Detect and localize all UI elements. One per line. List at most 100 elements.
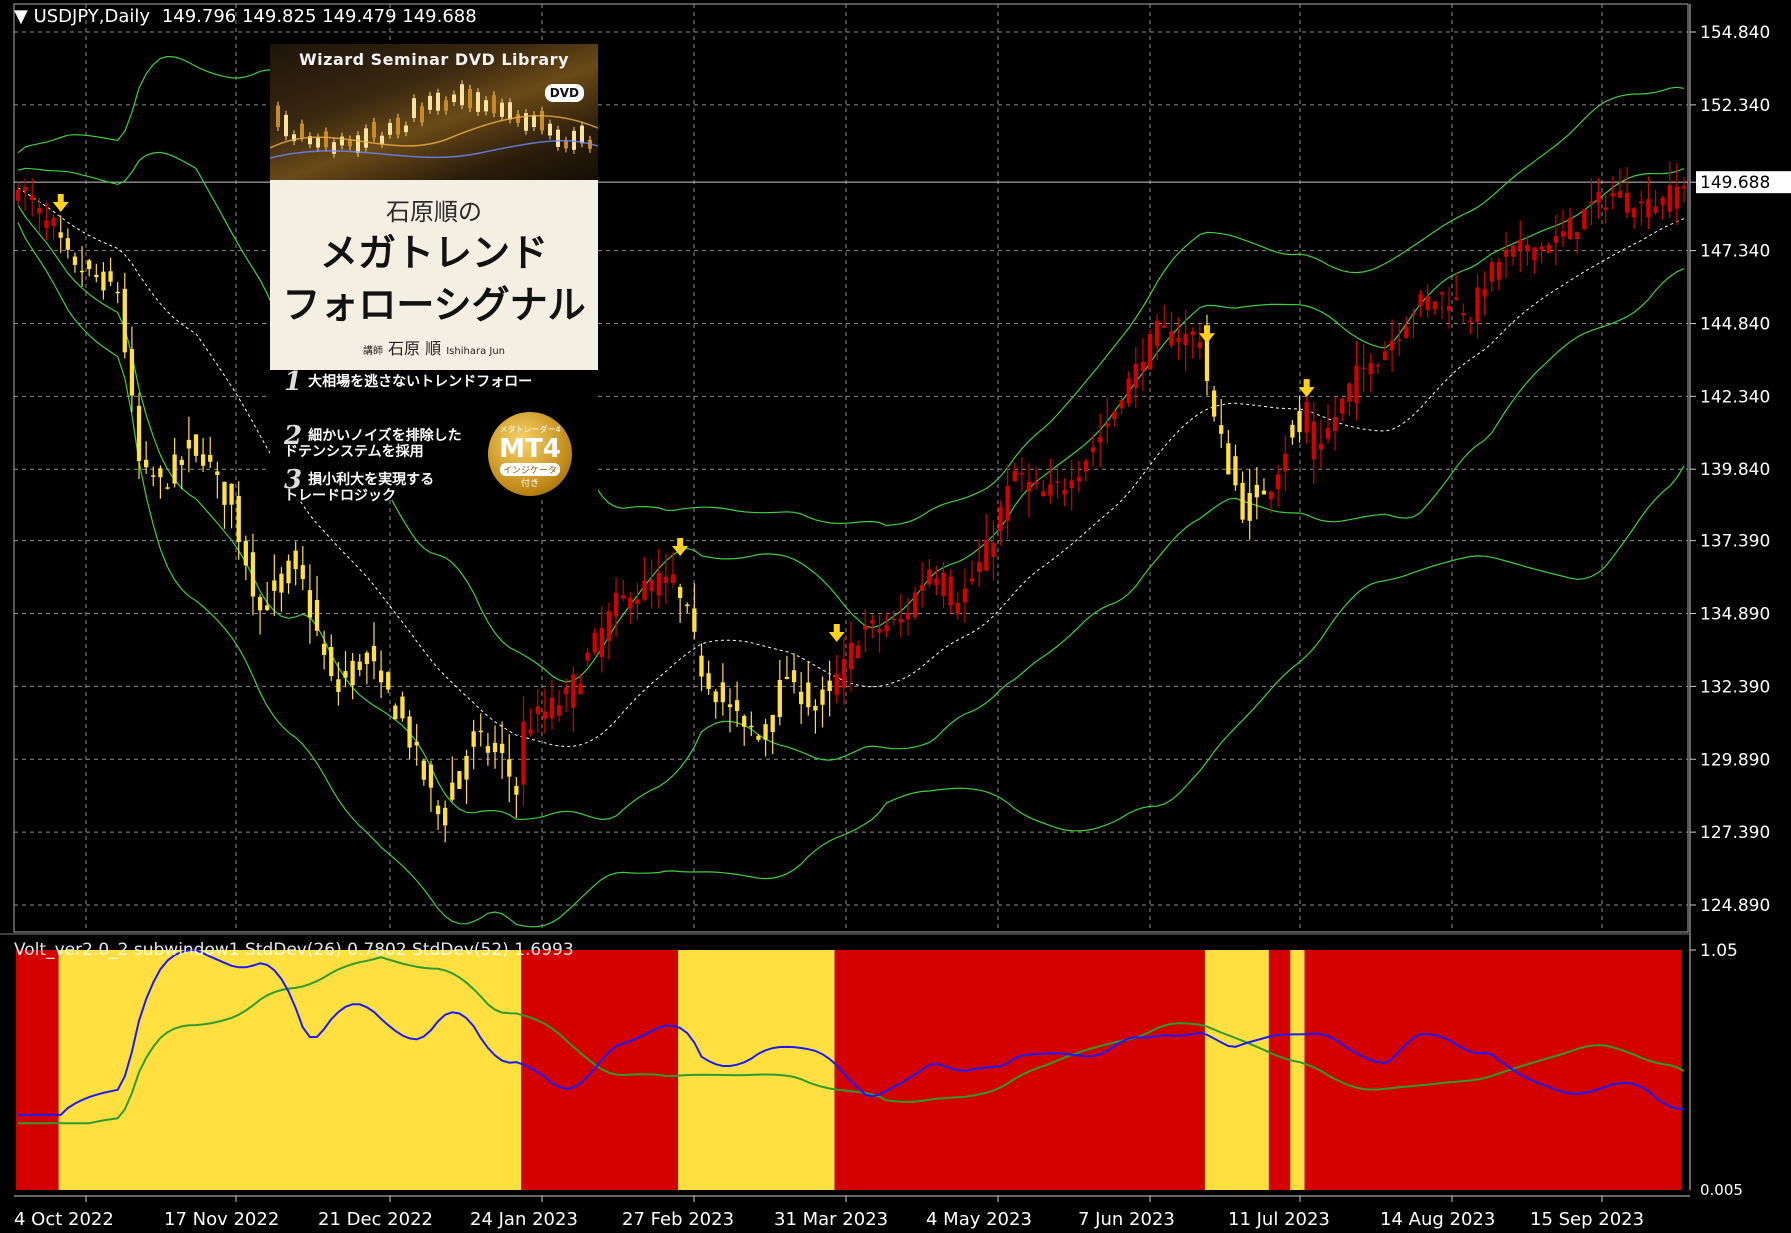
candle-body	[998, 506, 1003, 532]
candle-body	[912, 592, 918, 618]
candle-body	[321, 643, 327, 655]
candle-body	[1653, 206, 1658, 213]
candle-body	[186, 439, 192, 449]
candle-body	[528, 729, 533, 734]
candle-body	[1432, 301, 1437, 310]
candle-body	[144, 459, 149, 468]
candle-body	[1582, 209, 1587, 230]
candle-body	[1439, 292, 1445, 295]
candle-body	[378, 670, 384, 683]
candle-body	[834, 673, 839, 695]
candle-body	[1389, 340, 1395, 351]
candle-body	[1041, 491, 1046, 497]
candle-body	[1681, 186, 1687, 189]
candle-body	[30, 196, 35, 200]
candle-body	[613, 592, 619, 617]
candle-body	[592, 632, 597, 653]
candle-body	[984, 539, 989, 571]
candle-body	[279, 573, 284, 593]
candle-body	[329, 647, 334, 677]
candle-body	[222, 481, 227, 505]
xtick-label: 4 May 2023	[926, 1209, 1032, 1230]
candle-body	[884, 625, 889, 631]
candle-body	[1411, 313, 1416, 315]
xtick-label: 31 Mar 2023	[774, 1209, 888, 1230]
candle-body	[1126, 378, 1131, 404]
candle-body	[1446, 305, 1452, 311]
candle-body	[791, 670, 797, 683]
candle-body	[656, 573, 661, 596]
candle-body	[428, 764, 434, 788]
candle-body	[1489, 262, 1494, 282]
candle-body	[1340, 398, 1345, 414]
cover-candles-icon	[270, 80, 598, 159]
candle-body	[827, 680, 832, 691]
ytick-label: 127.390	[1700, 823, 1770, 843]
candle-body	[1325, 427, 1331, 439]
candle-body	[79, 270, 85, 273]
candles	[15, 161, 1687, 843]
candle-body	[200, 454, 206, 466]
candle-body	[357, 661, 362, 670]
candle-body	[215, 471, 220, 476]
ytick-label: 139.840	[1700, 460, 1770, 480]
candle-body	[599, 627, 604, 658]
candle-body	[649, 580, 654, 592]
time-axis: 4 Oct 2022 17 Nov 2022 21 Dec 2022 24 Jan 2…	[14, 1195, 1690, 1230]
candle-body	[1297, 410, 1302, 433]
candle-body	[393, 705, 398, 720]
candle-body	[1105, 423, 1110, 427]
candle-body	[1397, 339, 1402, 341]
candle-body	[257, 597, 263, 611]
candle-body	[236, 495, 241, 542]
candle-body	[1610, 193, 1615, 197]
candle-body	[293, 550, 298, 570]
candle-body	[1283, 453, 1288, 472]
candle-body	[1247, 492, 1252, 521]
candle-body	[1276, 474, 1281, 490]
candle-body	[343, 671, 348, 678]
candle-body	[457, 771, 462, 789]
candle-body	[1361, 367, 1366, 370]
candle-body	[1368, 363, 1373, 375]
candle-body	[905, 612, 911, 620]
candle-body	[1382, 351, 1388, 361]
sub-axis-top: 1.05	[1700, 941, 1738, 961]
candle-body	[578, 684, 583, 695]
candle-body	[94, 274, 99, 278]
candle-body	[115, 291, 120, 294]
candle-body	[1048, 484, 1053, 496]
signal-arrow-icon-4	[1298, 379, 1315, 398]
candle-body	[1311, 421, 1316, 460]
chart-menu-triangle-icon[interactable]: ▼	[14, 6, 28, 27]
candle-body	[1596, 192, 1601, 203]
candle-body	[1140, 362, 1146, 371]
candle-body	[400, 696, 405, 719]
candle-body	[1226, 443, 1231, 475]
candle-body	[1076, 476, 1081, 482]
candle-body	[1211, 390, 1217, 417]
candle-body	[1233, 456, 1238, 486]
candle-body	[1169, 331, 1174, 346]
ytick-label: 154.840	[1700, 23, 1770, 43]
candle-body	[1083, 460, 1089, 472]
candle-body	[307, 590, 313, 618]
candle-body	[1069, 480, 1074, 489]
candle-body	[1026, 481, 1032, 492]
candle-body	[485, 746, 491, 753]
candle-body	[521, 721, 526, 785]
candle-body	[1418, 294, 1423, 306]
candle-body	[450, 782, 455, 800]
candle-body	[969, 578, 975, 582]
candle-body	[136, 405, 142, 462]
price-axis: 154.840 152.340 149.688 147.340 144.840 142.3…	[1689, 0, 1791, 1233]
candle-body	[15, 189, 21, 201]
signal-arrow-icon-1	[672, 538, 689, 557]
candle-body	[677, 587, 683, 598]
candle-body	[272, 580, 277, 591]
candle-body	[1468, 320, 1473, 323]
candle-body	[421, 760, 426, 780]
candle-body	[1347, 383, 1352, 402]
signal-arrow-icon-0	[52, 194, 69, 213]
